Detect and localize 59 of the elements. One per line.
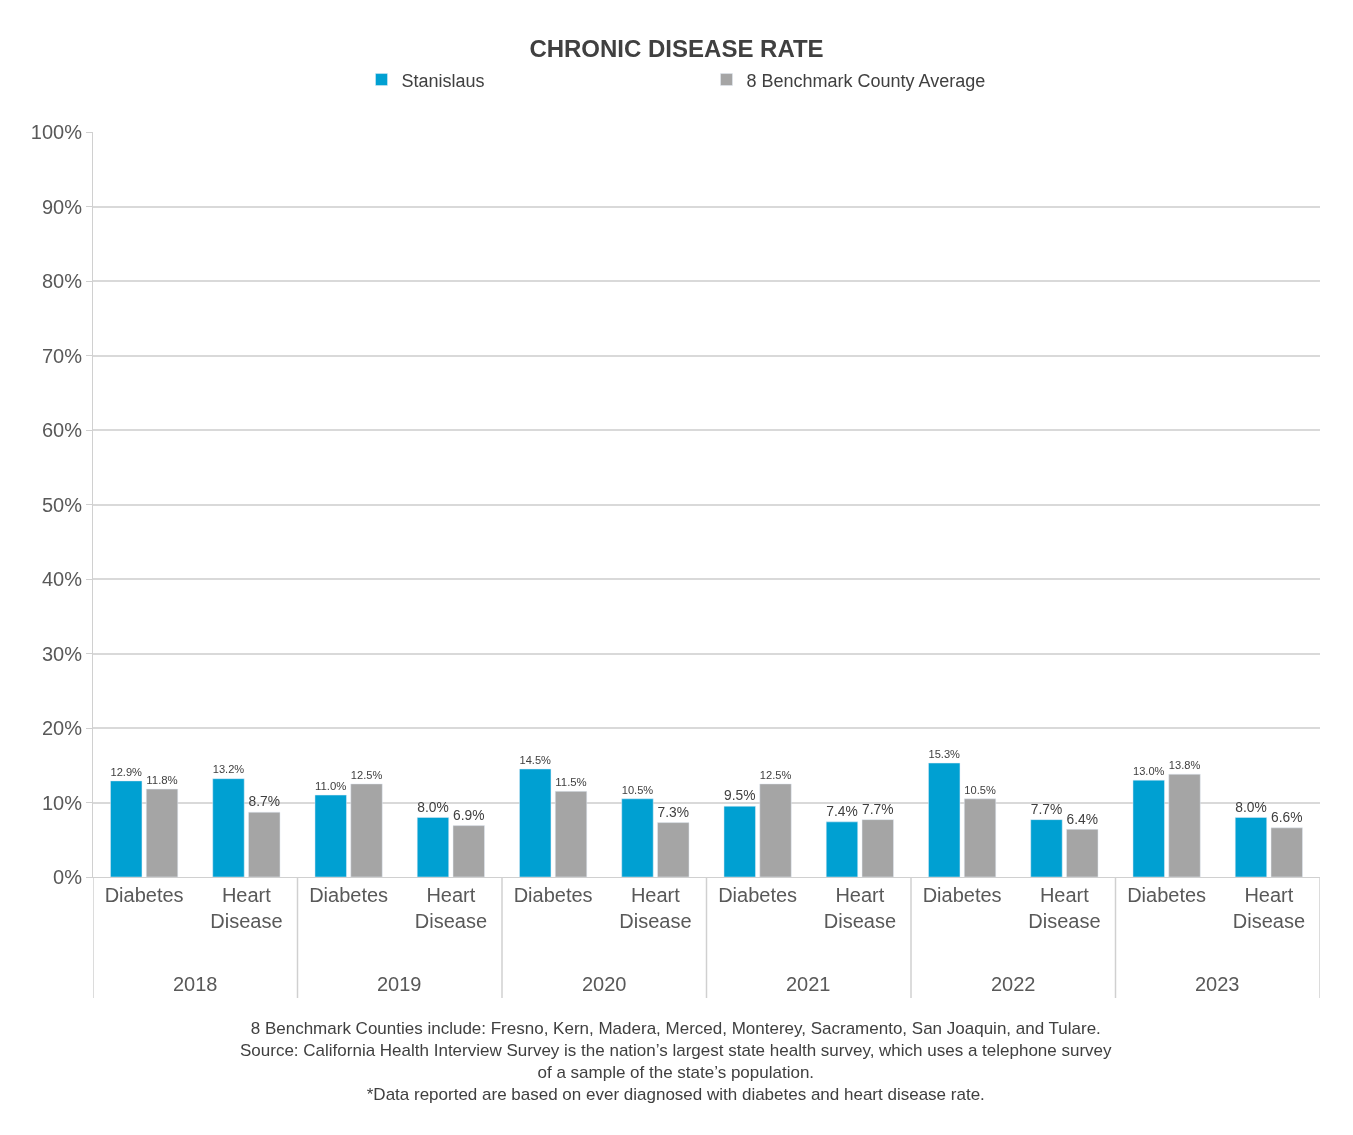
y-tick-label: 40% (41, 568, 83, 590)
y-tick-label: 30% (41, 642, 83, 665)
x-tick-label: Heart Disease (414, 884, 488, 932)
y-tick-label: 10% (41, 791, 83, 814)
x-tick-label: Diabetes (1127, 884, 1207, 906)
y-tick-label: 100% (30, 121, 83, 143)
x-tick-label: Diabetes (309, 884, 389, 906)
data-label: 15.3% (928, 747, 961, 760)
y-tick-label: 90% (41, 195, 83, 218)
legend-label: Stanislaus (401, 70, 485, 91)
y-tick-label: 60% (41, 419, 83, 441)
text: 2023 (1195, 973, 1240, 995)
x-tick-label: Heart Disease (210, 884, 283, 932)
data-label: 10.5% (621, 783, 654, 796)
x-tick-label: Diabetes (513, 884, 593, 906)
x-tick-label: Diabetes (718, 884, 798, 906)
chart-title: CHRONIC DISEASE RATE (529, 34, 824, 62)
x-tick-label: Heart Disease (619, 884, 692, 932)
data-label: 14.5% (519, 753, 552, 766)
text: *Data reported are based on ever diagnosed with diabetes and heart disease rate. (366, 1085, 985, 1105)
data-label: 6.4% (1066, 810, 1098, 827)
data-label: 7.7% (1030, 800, 1063, 817)
data-label: 7.3% (657, 803, 689, 820)
y-tick-label: 50% (41, 493, 83, 516)
data-label: 10.5% (964, 783, 996, 796)
data-label: 8.0% (417, 798, 449, 815)
source-note: Source: California Health Interview Survey is the nation’s largest state health survey, which uses a telephone survey of a sample of the state’s population. (240, 1041, 1113, 1083)
data-label: 6.6% (1271, 809, 1303, 826)
data-label: 8.7% (248, 793, 280, 810)
data-label: 12.5% (759, 768, 792, 781)
text: 2020 (582, 973, 627, 995)
data-label: 13.2% (212, 763, 245, 776)
text: 2022 (991, 973, 1036, 995)
text: 2018 (173, 973, 218, 995)
y-tick-label: 80% (41, 270, 83, 292)
data-label: 9.5% (724, 787, 756, 804)
data-label: 6.9% (453, 806, 485, 823)
data-label: 11.8% (146, 773, 178, 786)
x-tick-label: Heart Disease (823, 884, 897, 932)
text: 8 Benchmark Counties include: Fresno, Kern, Madera, Merced, Monterey, Sacramento, San Joaquin, and Tulare. (250, 1019, 1101, 1038)
data-label: 13.8% (1168, 758, 1201, 771)
data-label: 13.0% (1133, 764, 1165, 777)
y-tick-label: 20% (41, 717, 83, 739)
data-label: 11.0% (315, 779, 347, 792)
data-label: 12.9% (110, 765, 143, 778)
data-label: 12.5% (350, 768, 383, 781)
x-tick-label: Heart Disease (1232, 884, 1306, 932)
y-tick-label: 70% (41, 344, 83, 367)
text: 2019 (377, 973, 422, 995)
legend-label: 8 Benchmark County Average (746, 70, 986, 91)
data-label: 7.7% (862, 800, 894, 817)
x-tick-label: Diabetes (104, 884, 184, 906)
data-label: 8.0% (1235, 798, 1267, 815)
x-tick-label: Diabetes (922, 884, 1002, 906)
y-tick-label: 0% (53, 866, 83, 888)
text: 2021 (786, 973, 831, 995)
data-label: 11.5% (555, 776, 587, 789)
data-label: 7.4% (826, 803, 858, 820)
x-tick-label: Heart Disease (1028, 884, 1101, 932)
